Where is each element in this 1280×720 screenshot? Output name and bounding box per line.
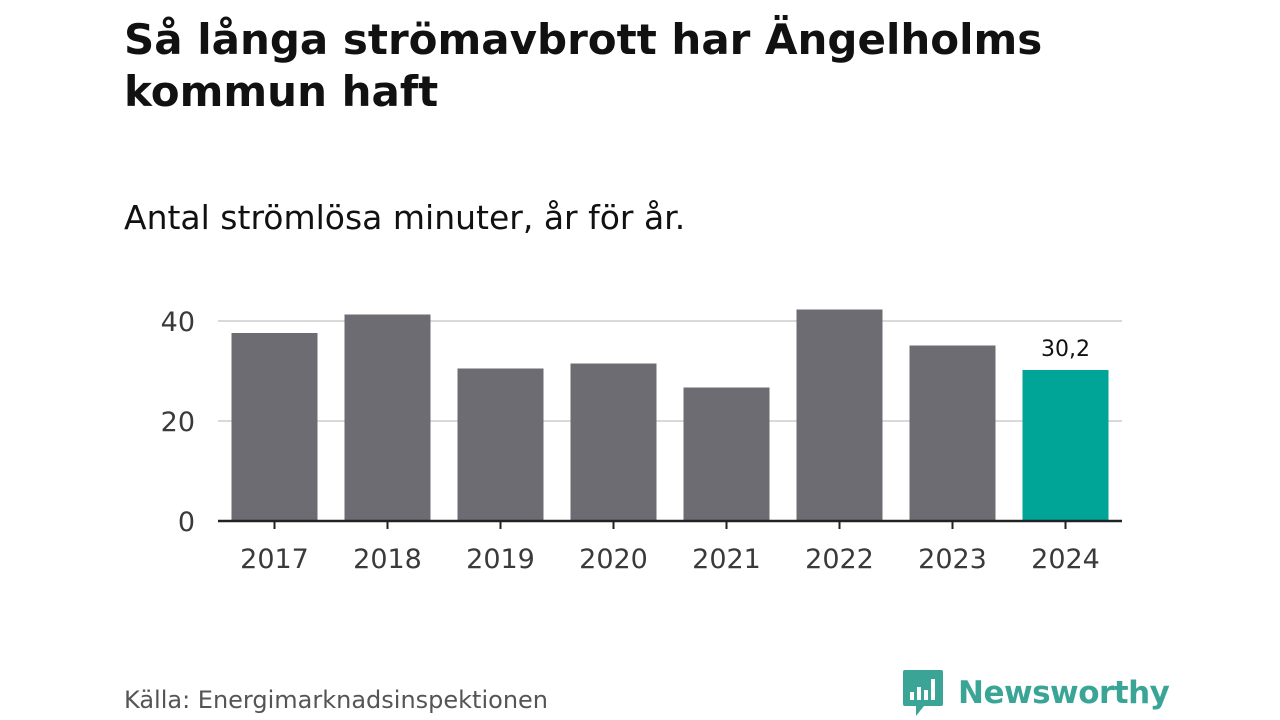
x-tick-label: 2017 bbox=[240, 544, 309, 575]
x-tick-label: 2019 bbox=[466, 544, 535, 575]
bar bbox=[909, 345, 996, 521]
data-label: 30,2 bbox=[1041, 337, 1090, 362]
bar bbox=[344, 314, 431, 521]
y-tick-label: 20 bbox=[161, 407, 195, 438]
bar bbox=[1022, 370, 1109, 521]
newsworthy-logo-icon bbox=[903, 670, 943, 716]
bar bbox=[683, 387, 770, 521]
x-tick-label: 2021 bbox=[692, 544, 761, 575]
x-tick-label: 2023 bbox=[918, 544, 987, 575]
chart-subtitle: Antal strömlösa minuter, år för år. bbox=[124, 198, 686, 237]
brand-logo: Newsworthy bbox=[902, 668, 1170, 718]
bar bbox=[570, 363, 657, 521]
chart-title: Så långa strömavbrott har Ängelholms kom… bbox=[124, 15, 1043, 116]
bar bbox=[231, 333, 318, 521]
x-tick-label: 2024 bbox=[1031, 544, 1100, 575]
x-tick-label: 2018 bbox=[353, 544, 422, 575]
bar bbox=[457, 368, 544, 521]
y-tick-label: 40 bbox=[161, 307, 195, 338]
y-tick-label: 0 bbox=[178, 507, 195, 538]
x-tick-label: 2020 bbox=[579, 544, 648, 575]
bar bbox=[796, 309, 883, 521]
x-tick-label: 2022 bbox=[805, 544, 874, 575]
source-note: Källa: Energimarknadsinspektionen bbox=[124, 686, 549, 714]
brand-name: Newsworthy bbox=[958, 675, 1170, 711]
